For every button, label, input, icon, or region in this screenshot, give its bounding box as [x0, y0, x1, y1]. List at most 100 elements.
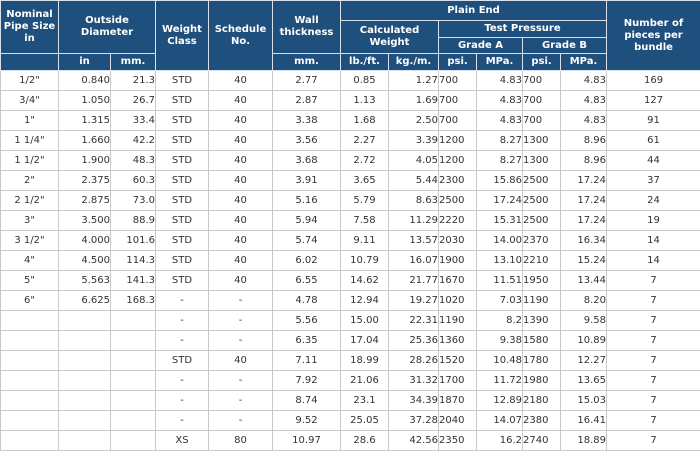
cell-grade-b-mpa: 4.83 [561, 71, 607, 91]
header-unit-mpa-b: MPa. [561, 54, 607, 71]
cell-od-mm: 48.3 [111, 151, 156, 171]
cell-nominal-size: 5" [1, 271, 59, 291]
cell-od-in: 2.875 [59, 191, 111, 211]
cell-grade-a-mpa: 14.07 [477, 411, 523, 431]
cell-weight-kg-m: 21.77 [389, 271, 439, 291]
cell-weight-lb-ft: 1.13 [341, 91, 389, 111]
cell-grade-b-mpa: 18.89 [561, 431, 607, 451]
cell-od-mm [111, 431, 156, 451]
cell-weight-kg-m: 3.39 [389, 131, 439, 151]
cell-weight-lb-ft: 2.72 [341, 151, 389, 171]
cell-wall-thickness: 3.38 [273, 111, 341, 131]
cell-grade-a-psi: 1870 [439, 391, 477, 411]
cell-wall-thickness: 3.56 [273, 131, 341, 151]
cell-grade-a-mpa: 11.72 [477, 371, 523, 391]
cell-grade-b-psi: 2380 [523, 411, 561, 431]
cell-weight-kg-m: 22.31 [389, 311, 439, 331]
cell-od-mm [111, 351, 156, 371]
cell-grade-b-mpa: 8.96 [561, 131, 607, 151]
cell-weight-class: STD [156, 71, 209, 91]
cell-nominal-size: 1 1/4" [1, 131, 59, 151]
cell-nominal-size: 1" [1, 111, 59, 131]
cell-schedule: 40 [209, 131, 273, 151]
cell-schedule: 40 [209, 271, 273, 291]
header-calculated-weight: Calculated Weight [341, 21, 439, 54]
cell-grade-b-psi: 1950 [523, 271, 561, 291]
cell-wall-thickness: 10.97 [273, 431, 341, 451]
cell-grade-a-mpa: 4.83 [477, 71, 523, 91]
cell-weight-lb-ft: 15.00 [341, 311, 389, 331]
cell-grade-a-mpa: 9.38 [477, 331, 523, 351]
cell-grade-b-mpa: 8.20 [561, 291, 607, 311]
cell-nominal-size [1, 311, 59, 331]
cell-grade-b-mpa: 8.96 [561, 151, 607, 171]
header-plain-end: Plain End [341, 1, 607, 21]
cell-grade-b-mpa: 4.83 [561, 111, 607, 131]
cell-weight-kg-m: 34.39 [389, 391, 439, 411]
cell-grade-a-mpa: 8.2 [477, 311, 523, 331]
cell-weight-kg-m: 28.26 [389, 351, 439, 371]
table-header: Nominal Pipe Size in Outside Diameter We… [1, 1, 700, 71]
cell-grade-a-mpa: 8.27 [477, 131, 523, 151]
cell-pieces-per-bundle: 7 [607, 411, 700, 431]
cell-grade-a-psi: 2350 [439, 431, 477, 451]
cell-weight-kg-m: 4.05 [389, 151, 439, 171]
cell-wall-thickness: 6.55 [273, 271, 341, 291]
cell-grade-b-psi: 1780 [523, 351, 561, 371]
cell-grade-b-psi: 2210 [523, 251, 561, 271]
cell-schedule: 40 [209, 231, 273, 251]
cell-schedule: - [209, 391, 273, 411]
cell-nominal-size [1, 431, 59, 451]
cell-grade-a-psi: 700 [439, 71, 477, 91]
cell-weight-class: - [156, 391, 209, 411]
cell-grade-b-psi: 2370 [523, 231, 561, 251]
cell-grade-a-mpa: 13.10 [477, 251, 523, 271]
cell-weight-class: - [156, 331, 209, 351]
cell-pieces-per-bundle: 37 [607, 171, 700, 191]
header-unit-blank [1, 54, 59, 71]
cell-schedule: 40 [209, 251, 273, 271]
cell-od-in: 1.900 [59, 151, 111, 171]
cell-weight-class: STD [156, 151, 209, 171]
cell-grade-a-psi: 1200 [439, 131, 477, 151]
cell-schedule: 40 [209, 151, 273, 171]
cell-wall-thickness: 7.11 [273, 351, 341, 371]
cell-pieces-per-bundle: 169 [607, 71, 700, 91]
cell-od-mm: 21.3 [111, 71, 156, 91]
cell-weight-kg-m: 2.50 [389, 111, 439, 131]
cell-od-mm [111, 411, 156, 431]
cell-weight-lb-ft: 0.85 [341, 71, 389, 91]
cell-od-mm: 114.3 [111, 251, 156, 271]
cell-grade-a-mpa: 14.00 [477, 231, 523, 251]
cell-od-in [59, 331, 111, 351]
cell-pieces-per-bundle: 24 [607, 191, 700, 211]
cell-wall-thickness: 5.56 [273, 311, 341, 331]
header-unit-psi-b: psi. [523, 54, 561, 71]
cell-grade-b-psi: 1300 [523, 151, 561, 171]
cell-weight-class: XS [156, 431, 209, 451]
cell-od-in: 4.500 [59, 251, 111, 271]
cell-weight-lb-ft: 17.04 [341, 331, 389, 351]
cell-od-in: 2.375 [59, 171, 111, 191]
cell-grade-b-mpa: 15.24 [561, 251, 607, 271]
cell-wall-thickness: 3.91 [273, 171, 341, 191]
cell-weight-lb-ft: 12.94 [341, 291, 389, 311]
cell-weight-lb-ft: 14.62 [341, 271, 389, 291]
cell-grade-b-mpa: 12.27 [561, 351, 607, 371]
cell-od-mm: 73.0 [111, 191, 156, 211]
header-unit-wall-mm: mm. [273, 54, 341, 71]
cell-schedule: - [209, 371, 273, 391]
cell-schedule: 80 [209, 431, 273, 451]
cell-grade-b-psi: 2740 [523, 431, 561, 451]
cell-od-in: 1.050 [59, 91, 111, 111]
